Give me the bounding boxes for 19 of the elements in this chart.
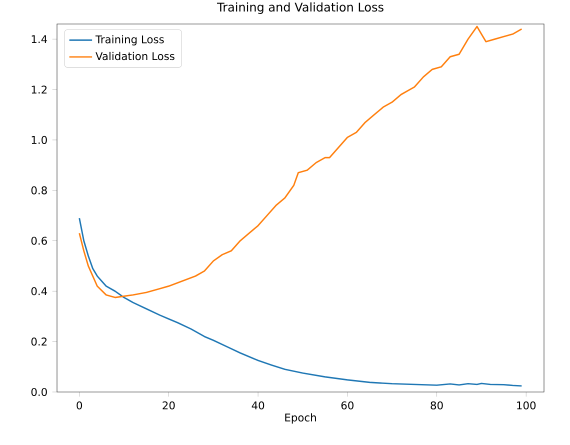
x-tick-label: 20: [162, 401, 175, 410]
y-tick-label: 1.0: [32, 136, 47, 144]
x-tick-label: 100: [517, 401, 536, 410]
y-tick-label: 0.0: [31, 388, 47, 396]
y-tick-label: 0.6: [31, 236, 47, 245]
x-tick-label: 40: [252, 401, 264, 410]
x-axis-title: Epoch: [285, 413, 316, 424]
y-tick-label: 0.4: [31, 287, 48, 296]
x-tick-label: 0: [76, 401, 82, 410]
legend-label: Validation Loss: [96, 52, 174, 60]
legend-label: Training Loss: [95, 35, 164, 46]
chart-title: Training and Validation Loss: [216, 2, 384, 14]
y-tick-label: 0.8: [31, 186, 47, 194]
line-series: [78, 217, 522, 387]
y-tick-label: 1.4: [32, 35, 48, 44]
x-tick-label: 80: [430, 401, 443, 410]
y-tick-label: 1.2: [32, 86, 47, 94]
y-tick-label: 0.2: [31, 338, 47, 346]
x-tick-label: 60: [341, 401, 354, 410]
